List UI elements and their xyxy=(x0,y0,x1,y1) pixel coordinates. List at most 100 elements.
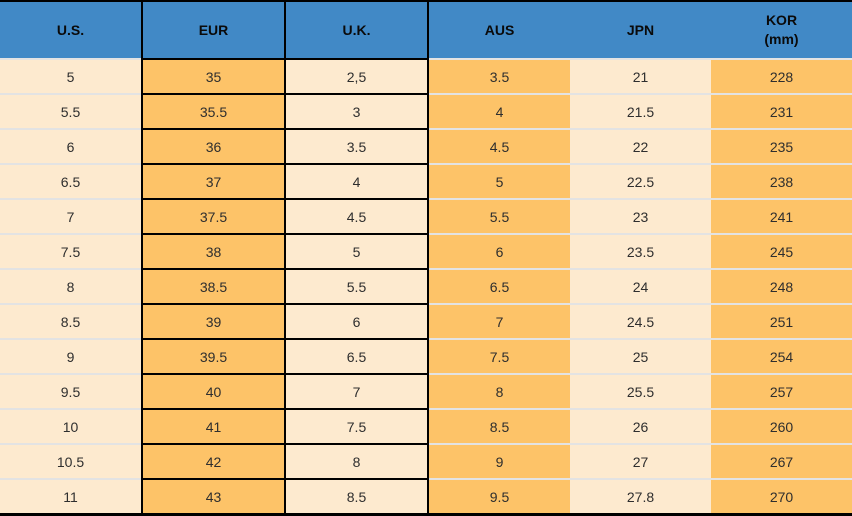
column-body: 2,5 3 3.5 4 4.5 5 5.5 6 6.5 7 7.5 8 8.5 xyxy=(286,58,427,513)
table-cell-aus-row-2: 4.5 xyxy=(429,128,570,163)
table-cell-kor-row-1: 231 xyxy=(711,93,852,128)
table-cell-kor-row-11: 267 xyxy=(711,443,852,478)
table-cell-uk-row-3: 4 xyxy=(286,163,427,198)
table-cell-eur-row-9: 40 xyxy=(143,373,284,408)
table-cell-kor-row-2: 235 xyxy=(711,128,852,163)
table-cell-uk-row-12: 8.5 xyxy=(286,478,427,513)
table-cell-uk-row-11: 8 xyxy=(286,443,427,478)
table-cell-uk-row-5: 5 xyxy=(286,233,427,268)
table-cell-jpn-row-5: 23.5 xyxy=(570,233,711,268)
table-cell-eur-row-11: 42 xyxy=(143,443,284,478)
column-eur: EUR 35 35.5 36 37 37.5 38 38.5 39 39.5 40 41 42 43 xyxy=(141,2,284,513)
table-cell-uk-row-10: 7.5 xyxy=(286,408,427,443)
table-cell-eur-row-6: 38.5 xyxy=(143,268,284,303)
column-header-aus: AUS xyxy=(429,2,570,58)
table-cell-eur-row-5: 38 xyxy=(143,233,284,268)
column-header-eur: EUR xyxy=(143,2,284,58)
table-cell-eur-row-2: 36 xyxy=(143,128,284,163)
table-cell-jpn-row-12: 27.8 xyxy=(570,478,711,513)
table-cell-us-row-12: 11 xyxy=(0,478,141,513)
table-cell-kor-row-4: 241 xyxy=(711,198,852,233)
table-cell-eur-row-0: 35 xyxy=(143,58,284,93)
table-cell-aus-row-8: 7.5 xyxy=(429,338,570,373)
column-header-uk-label: U.K. xyxy=(342,21,371,38)
table-cell-us-row-9: 9.5 xyxy=(0,373,141,408)
table-cell-jpn-row-4: 23 xyxy=(570,198,711,233)
table-cell-eur-row-12: 43 xyxy=(143,478,284,513)
table-cell-jpn-row-2: 22 xyxy=(570,128,711,163)
table-cell-uk-row-8: 6.5 xyxy=(286,338,427,373)
table-cell-aus-row-4: 5.5 xyxy=(429,198,570,233)
column-header-kor-label: KOR xyxy=(765,12,798,29)
column-header-jpn: JPN xyxy=(570,2,711,58)
table-cell-kor-row-0: 228 xyxy=(711,58,852,93)
column-aus: AUS 3.5 4 4.5 5 5.5 6 6.5 7 7.5 8 8.5 9 9.5 xyxy=(429,2,570,513)
column-header-us-label: U.S. xyxy=(56,21,85,38)
table-cell-us-row-3: 6.5 xyxy=(0,163,141,198)
table-cell-us-row-2: 6 xyxy=(0,128,141,163)
table-cell-us-row-0: 5 xyxy=(0,58,141,93)
table-cell-aus-row-6: 6.5 xyxy=(429,268,570,303)
table-cell-us-row-7: 8.5 xyxy=(0,303,141,338)
table-cell-eur-row-4: 37.5 xyxy=(143,198,284,233)
table-cell-eur-row-7: 39 xyxy=(143,303,284,338)
column-body: 3.5 4 4.5 5 5.5 6 6.5 7 7.5 8 8.5 9 9.5 xyxy=(429,58,570,513)
table-cell-uk-row-1: 3 xyxy=(286,93,427,128)
table-cell-uk-row-0: 2,5 xyxy=(286,58,427,93)
table-cell-us-row-5: 7.5 xyxy=(0,233,141,268)
column-header-us: U.S. xyxy=(0,2,141,58)
column-body: 21 21.5 22 22.5 23 23.5 24 24.5 25 25.5 26 27 27.8 xyxy=(570,58,711,513)
table-cell-kor-row-12: 270 xyxy=(711,478,852,513)
table-cell-aus-row-10: 8.5 xyxy=(429,408,570,443)
table-cell-us-row-11: 10.5 xyxy=(0,443,141,478)
column-body: 5 5.5 6 6.5 7 7.5 8 8.5 9 9.5 10 10.5 11 xyxy=(0,58,141,513)
column-body: 228 231 235 238 241 245 248 251 254 257 260 267 270 xyxy=(711,58,852,513)
table-cell-eur-row-3: 37 xyxy=(143,163,284,198)
table-cell-jpn-row-1: 21.5 xyxy=(570,93,711,128)
column-us: U.S. 5 5.5 6 6.5 7 7.5 8 8.5 9 9.5 10 10.5 11 xyxy=(0,2,141,513)
column-uk: U.K. 2,5 3 3.5 4 4.5 5 5.5 6 6.5 7 7.5 8 8.5 xyxy=(284,2,429,513)
table-cell-us-row-1: 5.5 xyxy=(0,93,141,128)
table-cell-aus-row-0: 3.5 xyxy=(429,58,570,93)
column-header-kor: KOR (mm) xyxy=(711,2,852,58)
column-header-jpn-label: JPN xyxy=(626,21,655,38)
table-cell-kor-row-8: 254 xyxy=(711,338,852,373)
table-cell-us-row-10: 10 xyxy=(0,408,141,443)
table-cell-aus-row-9: 8 xyxy=(429,373,570,408)
table-cell-uk-row-9: 7 xyxy=(286,373,427,408)
table-cell-aus-row-11: 9 xyxy=(429,443,570,478)
table-cell-kor-row-5: 245 xyxy=(711,233,852,268)
table-cell-jpn-row-7: 24.5 xyxy=(570,303,711,338)
table-cell-kor-row-7: 251 xyxy=(711,303,852,338)
table-cell-kor-row-9: 257 xyxy=(711,373,852,408)
table-cell-jpn-row-8: 25 xyxy=(570,338,711,373)
table-cell-us-row-4: 7 xyxy=(0,198,141,233)
table-cell-jpn-row-0: 21 xyxy=(570,58,711,93)
column-kor: KOR (mm) 228 231 235 238 241 245 248 251 254 257 2… xyxy=(711,2,852,513)
column-body: 35 35.5 36 37 37.5 38 38.5 39 39.5 40 41 42 43 xyxy=(143,58,284,513)
column-header-uk: U.K. xyxy=(286,2,427,58)
table-cell-eur-row-10: 41 xyxy=(143,408,284,443)
column-jpn: JPN 21 21.5 22 22.5 23 23.5 24 24.5 25 25.5 26 27 27… xyxy=(570,2,711,513)
table-cell-kor-row-10: 260 xyxy=(711,408,852,443)
table-cell-jpn-row-3: 22.5 xyxy=(570,163,711,198)
table-cell-us-row-8: 9 xyxy=(0,338,141,373)
table-cell-uk-row-4: 4.5 xyxy=(286,198,427,233)
column-header-aus-label: AUS xyxy=(484,21,515,38)
table-cell-jpn-row-6: 24 xyxy=(570,268,711,303)
table-cell-kor-row-6: 248 xyxy=(711,268,852,303)
table-cell-aus-row-7: 7 xyxy=(429,303,570,338)
table-cell-eur-row-8: 39.5 xyxy=(143,338,284,373)
column-header-kor-unit: (mm) xyxy=(764,31,799,47)
table-cell-aus-row-3: 5 xyxy=(429,163,570,198)
table-cell-us-row-6: 8 xyxy=(0,268,141,303)
table-cell-jpn-row-11: 27 xyxy=(570,443,711,478)
table-cell-uk-row-7: 6 xyxy=(286,303,427,338)
table-cell-uk-row-2: 3.5 xyxy=(286,128,427,163)
column-header-eur-label: EUR xyxy=(198,21,229,38)
table-cell-eur-row-1: 35.5 xyxy=(143,93,284,128)
table-cell-jpn-row-10: 26 xyxy=(570,408,711,443)
table-cell-aus-row-5: 6 xyxy=(429,233,570,268)
table-cell-aus-row-1: 4 xyxy=(429,93,570,128)
